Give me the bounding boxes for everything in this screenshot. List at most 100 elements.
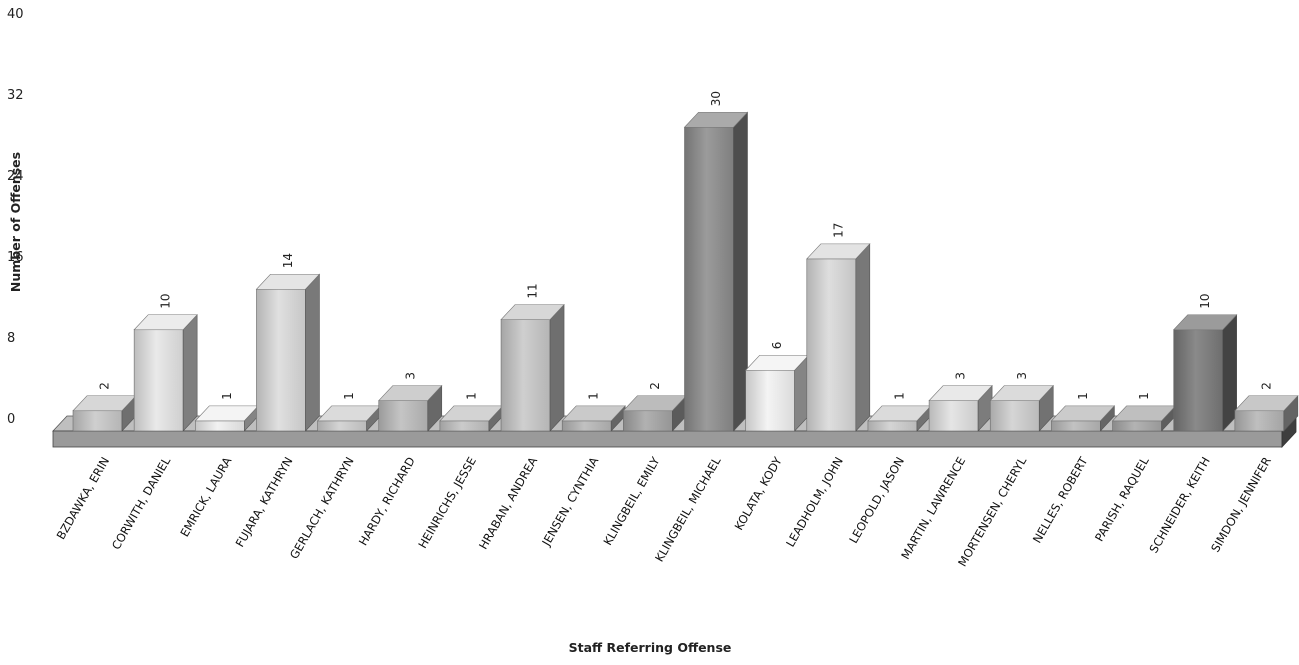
value-label: 10 <box>159 293 173 308</box>
bar-top <box>500 304 565 320</box>
bar-front <box>378 400 429 432</box>
category-label: BZDAWKA, ERIN <box>54 455 113 542</box>
bar-front <box>1173 329 1223 432</box>
bar-front <box>867 420 918 432</box>
bar-front <box>1051 420 1101 432</box>
value-label: 2 <box>98 382 112 390</box>
bar-front <box>928 400 979 432</box>
category-label: SCHNEIDER, KEITH <box>1146 455 1212 556</box>
value-label: 2 <box>1259 382 1273 390</box>
bar <box>72 394 137 432</box>
y-tick-label: 16 <box>7 250 24 265</box>
bar-front <box>1234 410 1285 432</box>
bar-front <box>256 288 306 432</box>
y-tick-label: 24 <box>7 169 24 184</box>
bar <box>1050 405 1116 432</box>
category-label: FUJARA, KATHRYN <box>233 455 296 550</box>
value-label: 3 <box>1015 372 1029 380</box>
bar-front <box>133 329 184 432</box>
bar-front <box>623 410 673 432</box>
bar-side <box>305 273 320 432</box>
x-axis-label: Staff Referring Offense <box>569 640 732 655</box>
bar <box>378 384 443 432</box>
category-label: JENSEN, CYNTHIA <box>539 454 602 549</box>
bar-front <box>745 369 795 432</box>
bar-top <box>989 385 1054 401</box>
bar <box>1111 405 1177 432</box>
bar <box>867 405 932 432</box>
bar-top <box>133 314 198 331</box>
category-label: CORWITH, DANIEL <box>109 454 174 552</box>
value-label: 1 <box>464 392 478 400</box>
value-label: 1 <box>220 392 234 400</box>
bar-front <box>72 410 123 432</box>
bar <box>194 405 259 432</box>
bar-top <box>255 273 321 290</box>
bar <box>316 405 382 432</box>
category-label: KLINGBEIL, EMILY <box>601 454 663 548</box>
category-label: PARISH, RAQUEL <box>1092 454 1152 544</box>
bar <box>255 273 321 432</box>
value-label: 10 <box>1198 293 1212 308</box>
bar-top <box>683 111 749 128</box>
value-label: 3 <box>403 372 417 380</box>
bar-side <box>855 243 871 432</box>
bar-front <box>439 420 490 432</box>
bar-front <box>317 420 367 432</box>
y-tick-label: 40 <box>7 7 24 22</box>
category-label: HRABAN, ANDREA <box>476 454 540 551</box>
bar <box>989 384 1054 432</box>
category-label: MORTENSEN, CHERYL <box>955 454 1029 569</box>
bar-top <box>1050 405 1116 422</box>
bar <box>439 405 504 432</box>
category-label: NELLES, ROBERT <box>1030 454 1091 546</box>
bar <box>1234 394 1299 432</box>
y-tick-label: 32 <box>7 88 24 103</box>
value-label: 1 <box>1137 392 1151 400</box>
bar-top <box>378 385 443 401</box>
category-label: HEINRICHS, JESSE <box>415 455 479 551</box>
y-axis-ticks: 0 8 16 24 32 40 <box>7 7 24 427</box>
bar-front <box>561 420 612 432</box>
category-label: EMRICK, LAURA <box>177 454 234 539</box>
bar <box>744 354 810 432</box>
bar-front <box>195 420 245 432</box>
value-label: 14 <box>281 253 295 268</box>
category-label: KOLATA, KODY <box>732 454 786 533</box>
bar-front <box>989 400 1040 432</box>
value-label: 3 <box>954 372 968 380</box>
value-label: 1 <box>587 392 601 400</box>
bar <box>928 384 993 432</box>
y-axis-label: Number of Offenses <box>8 152 23 292</box>
y-tick-label: 0 <box>7 412 15 427</box>
value-label: 2 <box>648 382 662 390</box>
category-label: KLINGBEIL, MICHAEL <box>652 454 724 564</box>
bars <box>72 111 1299 432</box>
bar <box>806 243 871 432</box>
bar-front <box>500 319 551 432</box>
bar <box>561 405 626 432</box>
value-label: 11 <box>526 283 540 298</box>
bar-side <box>182 313 198 432</box>
bar-side <box>549 303 565 432</box>
y-tick-label: 8 <box>7 331 15 346</box>
bar-top <box>1173 314 1238 331</box>
category-label: HARDY, RICHARD <box>356 454 418 548</box>
bar <box>1173 313 1238 432</box>
bar <box>683 111 749 432</box>
bar-front <box>1112 420 1162 432</box>
category-label: LEADHOLM, JOHN <box>783 455 846 550</box>
value-label: 30 <box>709 91 723 106</box>
bar-top <box>928 385 993 401</box>
value-label: 1 <box>1076 392 1090 400</box>
bar-front <box>684 126 734 432</box>
bar <box>133 313 198 432</box>
value-label: 1 <box>342 392 356 400</box>
category-label: GERLACH, KATHRYN <box>287 455 357 562</box>
bar <box>622 394 688 432</box>
bar <box>500 303 565 432</box>
bar-front <box>806 258 857 432</box>
